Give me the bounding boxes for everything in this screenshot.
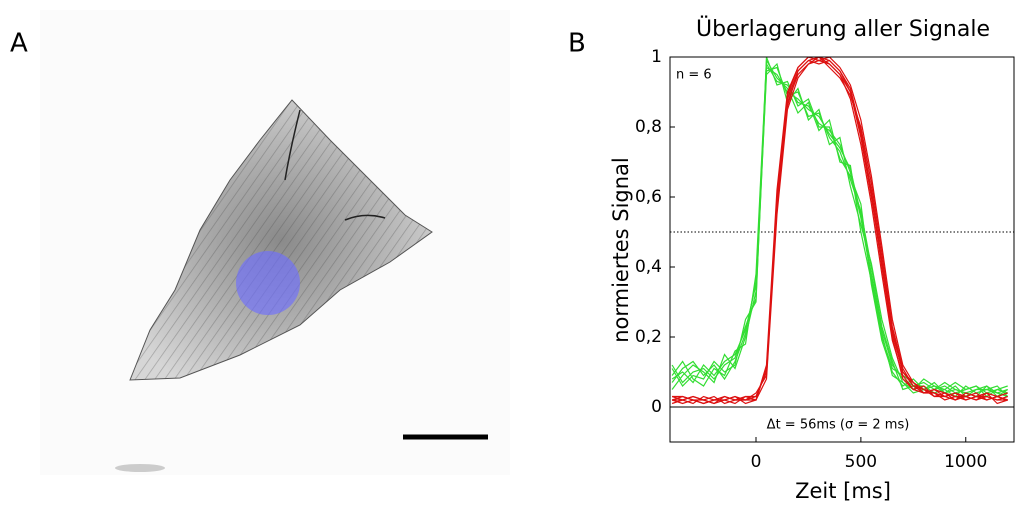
panel-label: A	[10, 29, 28, 59]
y-tick-label: 0	[651, 397, 662, 417]
signal-line	[671, 57, 1008, 405]
signal-line	[672, 59, 1008, 405]
signal-line	[671, 66, 1008, 398]
x-tick-label: 500	[845, 452, 877, 472]
y-tick-label: 0,6	[635, 187, 662, 207]
x-tick-label: 0	[751, 452, 762, 472]
panel-label: B	[568, 29, 586, 59]
cell-texture	[130, 100, 432, 380]
x-axis-label: Zeit [ms]	[795, 479, 891, 503]
signal-line	[671, 57, 1009, 398]
microscopy-image	[40, 10, 510, 475]
signal-line	[671, 58, 1008, 398]
y-tick-label: 0,2	[635, 327, 662, 347]
chart-title: Überlagerung aller Signale	[696, 16, 990, 42]
y-axis-label: normiertes Signal	[609, 157, 633, 343]
y-tick-label: 1	[651, 47, 662, 67]
plot-area	[670, 57, 1014, 408]
annotation: Δt = 56ms (σ = 2 ms)	[767, 418, 910, 433]
plot-frame	[669, 56, 1015, 443]
annotation: n = 6	[676, 68, 712, 83]
signal-line	[671, 66, 1008, 394]
y-tick-label: 0,4	[635, 257, 662, 277]
signal-line	[671, 62, 1009, 398]
x-tick-label: 1000	[944, 452, 987, 472]
signal-line	[672, 57, 1008, 405]
y-tick-label: 0,8	[635, 117, 662, 137]
nucleus	[236, 251, 300, 315]
signal-line	[671, 61, 1008, 398]
cell-fibre	[284, 109, 386, 221]
signal-line	[671, 57, 1008, 405]
debris	[115, 464, 165, 472]
signal-line	[671, 57, 1008, 405]
signal-line	[671, 57, 1008, 405]
